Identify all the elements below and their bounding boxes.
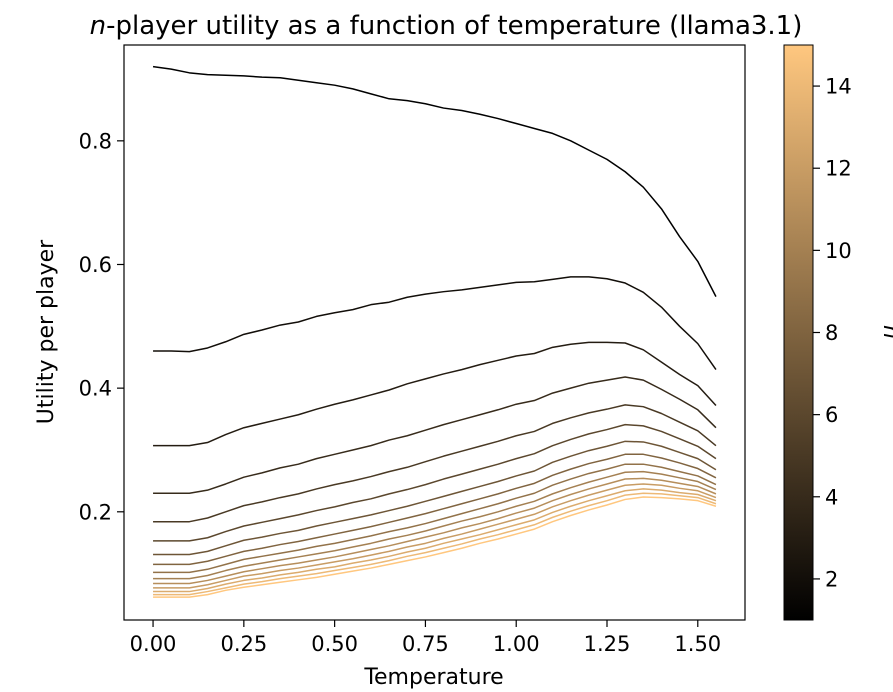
chart-title-variable: n [90, 11, 106, 41]
x-tick-label: 0.25 [220, 632, 267, 656]
series-line-n3 [153, 341, 717, 447]
x-axis-label: Temperature [363, 665, 503, 690]
x-tick-label: 0.00 [130, 632, 177, 656]
x-tick-label: 0.50 [311, 632, 358, 656]
series-line-n9 [153, 463, 717, 574]
x-tick-label: 1.50 [674, 632, 721, 656]
series-line-n6 [153, 423, 717, 542]
series-line-n14 [153, 492, 717, 596]
colorbar-tick-label: 14 [825, 75, 852, 99]
chart-title: n-player utility as a function of temper… [90, 11, 803, 41]
x-tick-label: 1.25 [584, 632, 631, 656]
series-line-n13 [153, 488, 717, 593]
y-tick-label: 0.2 [79, 500, 112, 524]
y-tick-label: 0.8 [79, 129, 112, 153]
series-line-n5 [153, 404, 717, 523]
x-tick-label: 1.00 [493, 632, 540, 656]
y-tick-label: 0.4 [79, 377, 112, 401]
y-axis-label: Utility per player [34, 239, 59, 424]
chart-title-text: -player utility as a function of tempera… [106, 11, 802, 41]
colorbar-label: n [878, 325, 893, 339]
series-lines [152, 65, 717, 598]
series-line-n1 [152, 65, 717, 297]
colorbar-tick-label: 6 [825, 403, 838, 427]
x-tick-label: 0.75 [402, 632, 449, 656]
series-line-n7 [153, 440, 717, 556]
series-line-n2 [153, 276, 717, 371]
series-line-n15 [153, 496, 717, 598]
series-line-n11 [153, 477, 717, 585]
colorbar-tick-label: 12 [825, 157, 852, 181]
colorbar-tick-label: 2 [825, 567, 838, 591]
colorbar [783, 44, 814, 621]
series-line-n12 [153, 483, 717, 589]
y-axis: 0.2 0.4 0.6 0.8 [79, 129, 124, 524]
y-tick-label: 0.6 [79, 253, 112, 277]
colorbar-tick-label: 4 [825, 485, 838, 509]
x-axis: 0.00 0.25 0.50 0.75 1.00 1.25 1.50 [130, 620, 721, 656]
plot-frame [123, 44, 746, 621]
series-line-n4 [153, 376, 717, 494]
series-line-n10 [153, 470, 717, 580]
colorbar-tick-label: 10 [825, 239, 852, 263]
colorbar-ticks: 2 4 6 8 10 12 14 [813, 75, 852, 591]
series-line-n8 [153, 453, 717, 566]
colorbar-tick-label: 8 [825, 321, 838, 345]
